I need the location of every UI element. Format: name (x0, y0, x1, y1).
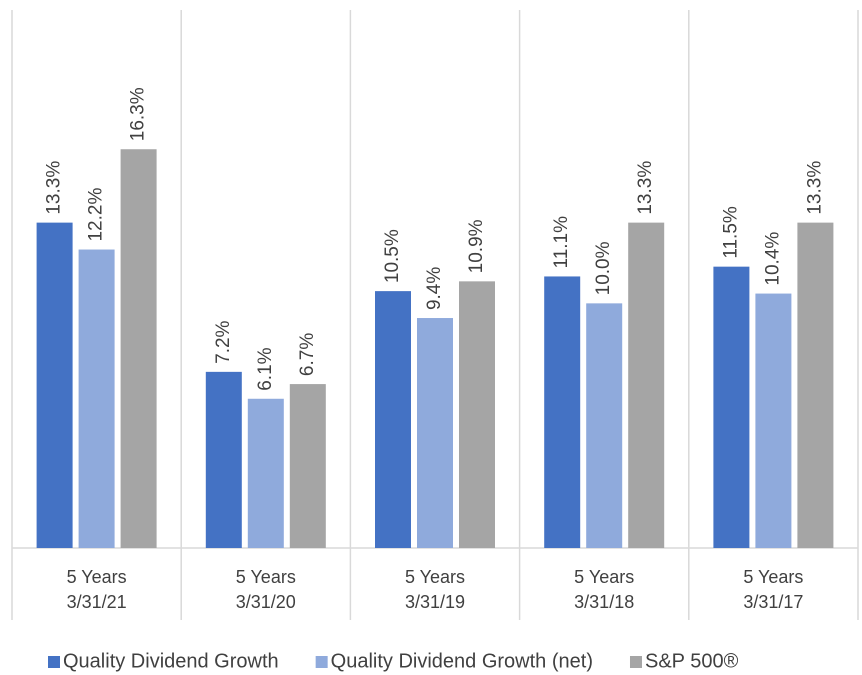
bar (247, 398, 284, 548)
data-label: 7.2% (213, 320, 234, 363)
legend-label: Quality Dividend Growth (63, 650, 279, 672)
bar (544, 276, 581, 548)
x-tick-label: 3/31/19 (405, 592, 465, 612)
bar (78, 249, 115, 549)
bar (120, 149, 157, 548)
bar (713, 266, 750, 548)
bar (205, 371, 242, 548)
data-label: 11.1% (551, 216, 572, 269)
bar (755, 293, 792, 548)
bar (459, 281, 495, 548)
bar (36, 222, 73, 548)
data-label: 13.3% (44, 161, 65, 215)
x-tick-label: 3/31/21 (67, 592, 127, 612)
bar (628, 222, 665, 548)
legend-swatch (629, 656, 642, 668)
bar (797, 222, 834, 548)
legend-swatch (48, 656, 60, 668)
x-tick-label: 3/31/20 (236, 592, 296, 612)
data-label: 12.2% (86, 188, 107, 242)
data-label: 16.3% (128, 87, 149, 141)
legend-label: Quality Dividend Growth (net) (331, 650, 593, 672)
x-tick-label: 5 Years (743, 567, 803, 587)
legend-label: S&P 500® (645, 650, 739, 672)
x-tick-label: 5 Years (574, 567, 634, 587)
bar (375, 291, 411, 548)
legend-swatch (315, 656, 328, 668)
data-label: 10.9% (466, 219, 487, 273)
data-label: 11.5% (720, 206, 741, 259)
x-tick-label: 5 Years (67, 567, 127, 587)
data-label: 10.4% (762, 232, 783, 286)
bar (586, 303, 623, 548)
data-label: 10.5% (382, 229, 403, 283)
data-label: 9.4% (424, 267, 445, 310)
x-tick-label: 5 Years (236, 567, 296, 587)
data-label: 10.0% (593, 241, 614, 295)
data-label: 13.3% (635, 161, 656, 215)
x-tick-label: 3/31/17 (743, 592, 803, 612)
data-label: 6.7% (297, 333, 318, 376)
bar (289, 384, 326, 548)
x-tick-label: 3/31/18 (574, 592, 634, 612)
x-tick-label: 5 Years (405, 567, 465, 587)
data-label: 6.1% (255, 347, 276, 390)
data-label: 13.3% (804, 161, 825, 215)
bar (417, 318, 453, 548)
